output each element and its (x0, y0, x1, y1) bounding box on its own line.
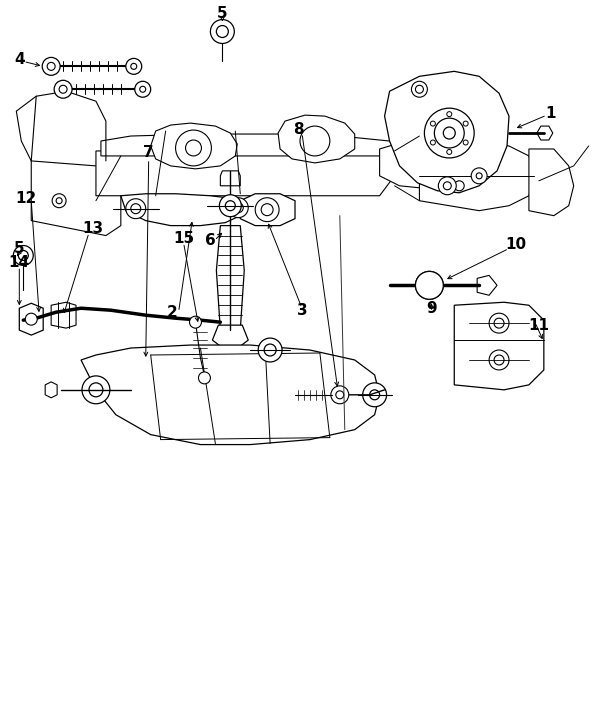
Polygon shape (121, 194, 245, 226)
Text: 14: 14 (9, 255, 30, 270)
Circle shape (264, 344, 276, 356)
Circle shape (225, 201, 235, 211)
Polygon shape (384, 71, 509, 192)
Circle shape (422, 278, 437, 293)
Circle shape (47, 62, 55, 70)
Circle shape (198, 372, 210, 384)
Circle shape (489, 313, 509, 333)
Polygon shape (454, 302, 544, 390)
Circle shape (176, 130, 211, 166)
Polygon shape (380, 141, 479, 189)
Circle shape (233, 203, 244, 213)
Circle shape (415, 271, 443, 299)
Text: 2: 2 (167, 305, 178, 320)
Text: 3: 3 (296, 302, 307, 317)
Text: 8: 8 (293, 121, 304, 136)
Polygon shape (45, 382, 57, 398)
Circle shape (476, 173, 482, 179)
Circle shape (363, 383, 387, 407)
Text: 7: 7 (143, 146, 154, 160)
Text: 6: 6 (205, 233, 216, 248)
Circle shape (54, 80, 72, 98)
Polygon shape (51, 302, 76, 328)
Circle shape (463, 121, 468, 126)
Circle shape (336, 391, 344, 399)
Circle shape (300, 126, 330, 156)
Circle shape (219, 195, 241, 217)
Circle shape (412, 81, 428, 97)
Circle shape (463, 140, 468, 145)
Text: 4: 4 (14, 52, 24, 67)
Circle shape (52, 194, 66, 208)
Text: 12: 12 (15, 191, 37, 206)
Circle shape (494, 318, 504, 328)
Text: 1: 1 (545, 106, 556, 121)
Polygon shape (220, 171, 240, 186)
Circle shape (89, 383, 103, 397)
Circle shape (489, 350, 509, 370)
Circle shape (131, 63, 137, 70)
Circle shape (255, 198, 279, 222)
Circle shape (454, 181, 465, 191)
Circle shape (331, 386, 349, 404)
Text: 15: 15 (173, 231, 194, 246)
Circle shape (189, 316, 201, 328)
Circle shape (126, 58, 142, 75)
Text: 13: 13 (83, 221, 103, 236)
Circle shape (471, 168, 487, 184)
Circle shape (210, 20, 234, 43)
Circle shape (185, 140, 201, 156)
Polygon shape (278, 115, 355, 163)
Circle shape (434, 118, 465, 148)
Circle shape (415, 271, 443, 299)
Circle shape (42, 58, 60, 75)
Circle shape (443, 182, 451, 190)
Circle shape (438, 177, 456, 195)
Circle shape (447, 111, 452, 116)
Polygon shape (240, 194, 295, 226)
Circle shape (82, 376, 110, 404)
Circle shape (26, 313, 37, 325)
Circle shape (494, 355, 504, 365)
Circle shape (18, 251, 29, 261)
Text: 9: 9 (426, 301, 437, 316)
Circle shape (135, 81, 151, 97)
Polygon shape (96, 151, 394, 196)
Circle shape (131, 204, 141, 214)
Circle shape (261, 204, 273, 216)
Polygon shape (477, 275, 497, 295)
Polygon shape (529, 149, 574, 216)
Circle shape (431, 140, 435, 145)
Text: 5: 5 (14, 241, 24, 256)
Polygon shape (31, 161, 121, 236)
Text: 5: 5 (217, 6, 228, 21)
Circle shape (140, 86, 146, 92)
Polygon shape (419, 136, 534, 211)
Circle shape (447, 150, 452, 155)
Circle shape (431, 121, 435, 126)
Polygon shape (19, 303, 43, 335)
Circle shape (126, 199, 146, 219)
Circle shape (56, 198, 62, 204)
Circle shape (424, 108, 474, 158)
Circle shape (369, 390, 380, 400)
Polygon shape (151, 123, 237, 169)
Circle shape (216, 26, 228, 38)
Circle shape (228, 198, 248, 218)
Polygon shape (81, 345, 380, 444)
Polygon shape (216, 226, 244, 330)
Polygon shape (537, 126, 553, 140)
Circle shape (443, 127, 455, 139)
Circle shape (59, 85, 67, 93)
Text: 11: 11 (529, 317, 549, 333)
Circle shape (415, 85, 424, 93)
Polygon shape (213, 325, 248, 350)
Circle shape (13, 246, 33, 266)
Text: 10: 10 (505, 237, 526, 252)
Circle shape (258, 338, 282, 362)
Polygon shape (101, 134, 394, 156)
